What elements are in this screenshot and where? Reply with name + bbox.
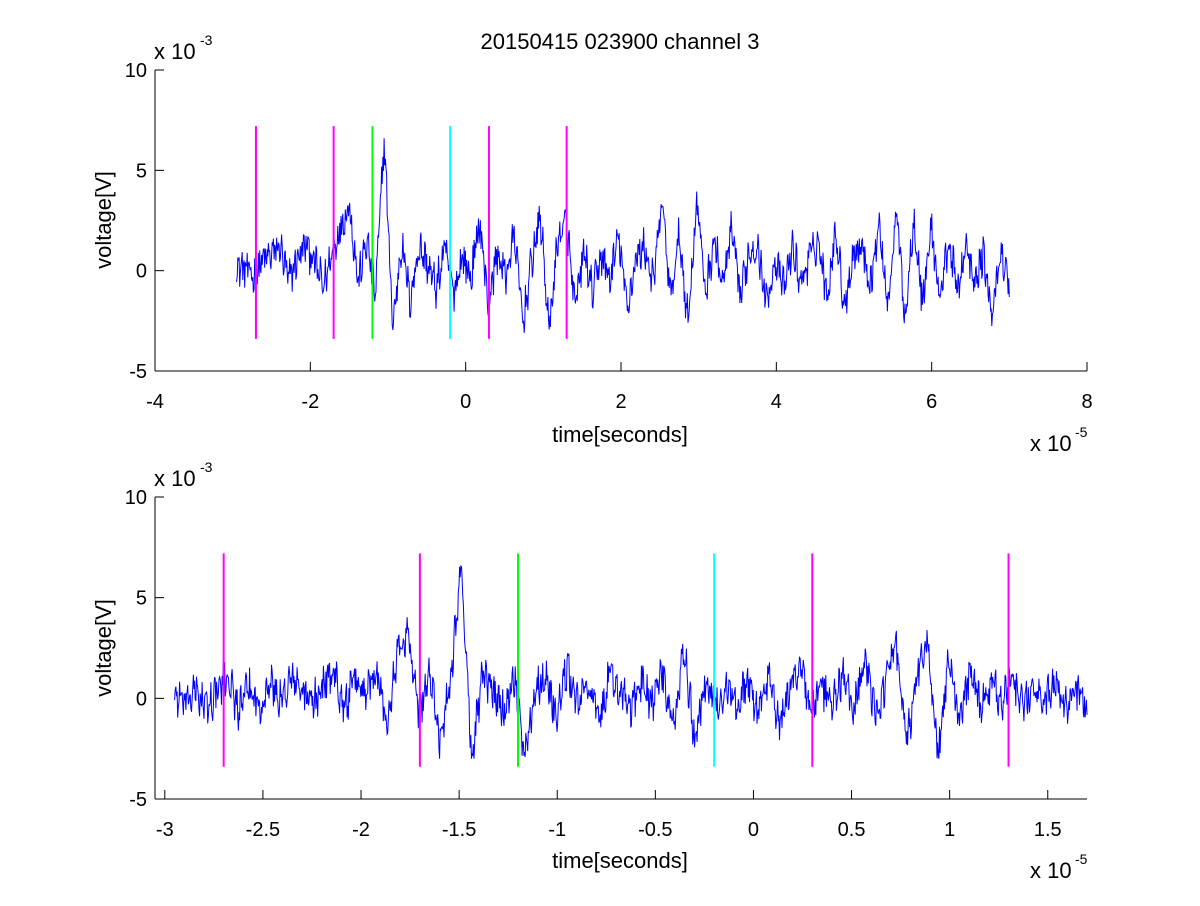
bottom-x-tick-label: 0 bbox=[748, 819, 759, 841]
bottom-y-tick-label: -5 bbox=[129, 789, 147, 811]
bottom-x-tick-label: -1.5 bbox=[442, 819, 476, 841]
top-y-tick-label: 5 bbox=[136, 160, 147, 182]
bottom-x-tick-label: -2 bbox=[352, 819, 370, 841]
top-x-axis-label: time[seconds] bbox=[552, 422, 688, 447]
top-x-scale-exponent: x 10 -5 bbox=[1030, 424, 1088, 456]
bottom-y-tick-label: 0 bbox=[136, 688, 147, 710]
bottom-x-axis-label: time[seconds] bbox=[552, 848, 688, 873]
top-subplot: x 10 -3 x 10 -5 time[seconds] voltage[V]… bbox=[91, 32, 1093, 456]
top-signal-trace bbox=[236, 138, 1010, 333]
bottom-y-tick-label: 10 bbox=[125, 487, 147, 509]
bottom-x-tick-label: 1 bbox=[944, 819, 955, 841]
top-y-tick-label: 10 bbox=[125, 60, 147, 82]
bottom-x-tick-label: -2.5 bbox=[246, 819, 280, 841]
top-x-scale-exponent-value: -5 bbox=[1075, 424, 1088, 440]
top-x-tick-label: 4 bbox=[771, 391, 782, 413]
top-x-tick-label: 6 bbox=[926, 391, 937, 413]
top-y-scale-label: x 10 bbox=[154, 39, 196, 64]
chart-title: 20150415 023900 channel 3 bbox=[481, 29, 760, 54]
bottom-subplot: x 10 -3 x 10 -5 time[seconds] voltage[V]… bbox=[91, 459, 1088, 883]
top-y-scale-exponent: x 10 -3 bbox=[154, 32, 213, 64]
bottom-y-axis-label: voltage[V] bbox=[91, 599, 116, 697]
bottom-x-tick-label: 0.5 bbox=[838, 819, 866, 841]
bottom-signal-trace bbox=[174, 565, 1088, 759]
top-x-tick-label: -2 bbox=[301, 391, 319, 413]
top-y-axis-label: voltage[V] bbox=[91, 171, 116, 269]
bottom-x-tick-label: -1 bbox=[548, 819, 566, 841]
top-y-scale-exponent-value: -3 bbox=[200, 32, 213, 48]
top-x-tick-label: 8 bbox=[1081, 391, 1092, 413]
bottom-x-tick-label: -3 bbox=[156, 819, 174, 841]
bottom-x-scale-exponent-value: -5 bbox=[1075, 851, 1088, 867]
top-x-scale-label: x 10 bbox=[1030, 431, 1072, 456]
bottom-x-tick-label: -0.5 bbox=[638, 819, 672, 841]
bottom-x-scale-label: x 10 bbox=[1030, 858, 1072, 883]
bottom-x-tick-label: 1.5 bbox=[1034, 819, 1062, 841]
bottom-y-tick-label: 5 bbox=[136, 588, 147, 610]
bottom-x-scale-exponent: x 10 -5 bbox=[1030, 851, 1088, 883]
top-y-tick-label: 0 bbox=[136, 261, 147, 283]
top-x-tick-label: 0 bbox=[460, 391, 471, 413]
top-y-tick-label: -5 bbox=[129, 361, 147, 383]
top-x-tick-label: -4 bbox=[146, 391, 164, 413]
bottom-y-scale-exponent: x 10 -3 bbox=[154, 459, 213, 491]
bottom-y-scale-label: x 10 bbox=[154, 466, 196, 491]
top-x-tick-label: 2 bbox=[615, 391, 626, 413]
bottom-y-scale-exponent-value: -3 bbox=[200, 459, 213, 475]
